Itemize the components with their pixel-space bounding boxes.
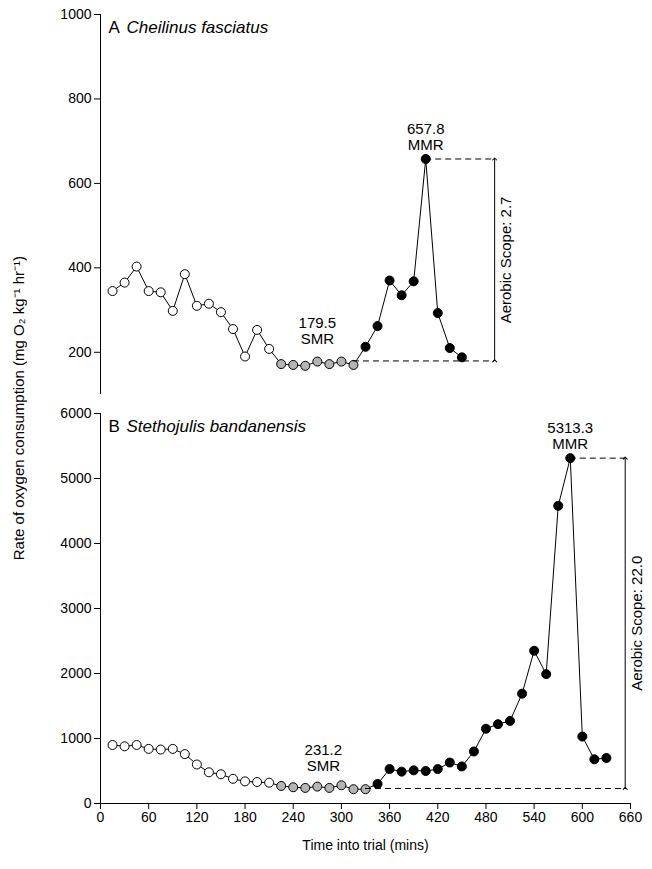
svg-text:657.8: 657.8 (407, 120, 445, 137)
svg-text:0: 0 (97, 809, 105, 825)
svg-text:SMR: SMR (307, 757, 341, 774)
svg-text:Time into trial (mins): Time into trial (mins) (302, 837, 428, 853)
svg-text:240: 240 (282, 809, 306, 825)
svg-text:B: B (109, 417, 120, 436)
svg-text:180: 180 (233, 809, 257, 825)
svg-text:MMR: MMR (552, 435, 588, 452)
svg-text:Aerobic Scope: 22.0: Aerobic Scope: 22.0 (628, 556, 645, 691)
svg-text:A: A (109, 18, 121, 37)
svg-text:Cheilinus fasciatus: Cheilinus fasciatus (127, 18, 269, 37)
svg-text:Stethojulis bandanensis: Stethojulis bandanensis (127, 417, 307, 436)
svg-text:3000: 3000 (60, 600, 91, 616)
svg-text:540: 540 (522, 809, 546, 825)
svg-text:800: 800 (68, 90, 92, 106)
svg-text:5313.3: 5313.3 (547, 419, 593, 436)
svg-text:179.5: 179.5 (299, 314, 337, 331)
svg-text:0: 0 (84, 795, 92, 811)
svg-text:2000: 2000 (60, 665, 91, 681)
svg-text:120: 120 (185, 809, 209, 825)
svg-text:Aerobic Scope: 2.7: Aerobic Scope: 2.7 (497, 197, 514, 324)
svg-text:MMR: MMR (408, 136, 444, 153)
svg-text:SMR: SMR (301, 330, 335, 347)
svg-text:60: 60 (141, 809, 157, 825)
svg-text:5000: 5000 (60, 470, 91, 486)
svg-text:360: 360 (378, 809, 402, 825)
svg-text:231.2: 231.2 (305, 741, 343, 758)
svg-text:600: 600 (68, 175, 92, 191)
svg-text:420: 420 (426, 809, 450, 825)
svg-text:400: 400 (68, 259, 92, 275)
svg-text:480: 480 (474, 809, 498, 825)
svg-text:4000: 4000 (60, 535, 91, 551)
html-text:Rate of oxygen consumption (mg: Rate of oxygen consumption (mg O₂ kg⁻¹ h… (10, 256, 27, 561)
svg-text:660: 660 (619, 809, 643, 825)
svg-text:300: 300 (330, 809, 354, 825)
svg-text:600: 600 (571, 809, 595, 825)
svg-text:6000: 6000 (60, 405, 91, 421)
svg-text:1000: 1000 (60, 730, 91, 746)
svg-text:200: 200 (68, 344, 92, 360)
svg-text:1000: 1000 (60, 6, 91, 22)
